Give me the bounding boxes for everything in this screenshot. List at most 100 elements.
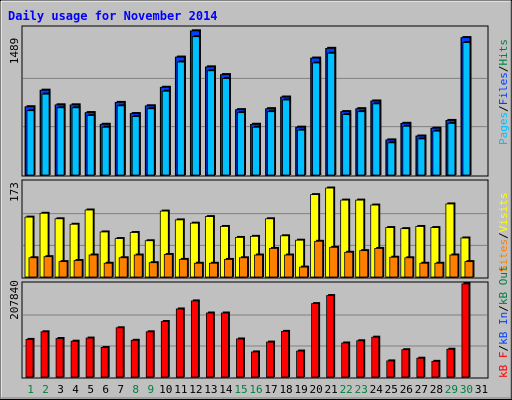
- x-label-day-1: 1: [27, 383, 34, 396]
- bar-pages-day-29: [447, 122, 456, 176]
- bar-sites-day-1: [28, 257, 38, 278]
- bar-kbf-day-6: [100, 347, 109, 378]
- legend-bot-sep-2: /: [497, 305, 510, 312]
- bar-kbf-day-29: [446, 348, 455, 378]
- bot-ymax-label: 207840: [8, 280, 21, 320]
- bar-pages-day-26: [402, 125, 411, 176]
- bar-pages-day-10: [161, 90, 170, 176]
- bar-kbf-day-4: [70, 340, 79, 378]
- bar-pages-day-25: [387, 142, 396, 176]
- bar-kbf-day-24: [371, 336, 380, 378]
- legend-pages: Pages: [497, 112, 510, 145]
- bar-kbf-day-23: [356, 340, 365, 378]
- bar-kbf-day-12: [190, 300, 199, 378]
- bar-sites-day-14: [224, 259, 233, 278]
- bar-pages-day-24: [372, 103, 381, 176]
- bar-sites-day-23: [359, 250, 369, 278]
- bar-kbf-day-17: [266, 341, 274, 378]
- legend-sep-2: /: [497, 66, 510, 73]
- bot-bars: [25, 282, 471, 378]
- bar-pages-day-7: [116, 105, 125, 176]
- x-label-day-2: 2: [42, 383, 49, 396]
- x-label-day-19: 19: [294, 383, 307, 396]
- bar-kbf-day-21: [326, 295, 335, 378]
- bar-pages-day-22: [342, 114, 351, 176]
- x-label-day-14: 14: [219, 383, 233, 396]
- bar-kbf-day-25: [386, 360, 395, 378]
- x-label-day-8: 8: [132, 383, 139, 396]
- legend-top: Pages/Files/Hits: [497, 39, 510, 145]
- bar-sites-day-16: [254, 254, 263, 278]
- bar-pages-day-6: [101, 126, 110, 176]
- bar-sites-day-18: [284, 254, 293, 278]
- x-label-day-9: 9: [147, 383, 154, 396]
- x-label-day-22: 22: [340, 383, 353, 396]
- x-label-day-16: 16: [249, 383, 262, 396]
- bar-pages-day-21: [327, 52, 336, 176]
- x-label-day-25: 25: [385, 383, 398, 396]
- top-bars: [24, 29, 472, 176]
- bar-sites-day-7: [118, 257, 128, 278]
- x-label-day-28: 28: [430, 383, 443, 396]
- bar-sites-day-25: [389, 256, 399, 278]
- bar-sites-day-27: [419, 262, 429, 278]
- bar-sites-day-26: [404, 257, 414, 278]
- bar-kbf-day-3: [55, 338, 64, 378]
- bar-kbf-day-8: [130, 339, 139, 378]
- bar-kbf-day-9: [145, 331, 154, 378]
- bar-kbf-day-10: [160, 321, 169, 378]
- bar-sites-day-11: [178, 259, 188, 278]
- bar-sites-day-4: [73, 260, 83, 278]
- x-label-day-13: 13: [204, 383, 217, 396]
- bar-kbf-day-7: [115, 327, 124, 378]
- bar-pages-day-19: [297, 129, 305, 176]
- x-label-day-30: 30: [460, 383, 473, 396]
- bar-pages-day-14: [222, 78, 230, 176]
- x-label-day-15: 15: [234, 383, 247, 396]
- bar-sites-day-6: [103, 262, 113, 278]
- legend-sep-1: /: [497, 105, 510, 112]
- bar-pages-day-15: [237, 112, 245, 176]
- bar-pages-day-4: [71, 107, 80, 176]
- legend-visits: Visits: [497, 193, 510, 233]
- legend-mid-sep: /: [497, 232, 510, 239]
- bar-pages-day-30: [462, 42, 471, 176]
- legend-bot-sep-1: /: [497, 345, 510, 352]
- x-label-day-24: 24: [370, 383, 384, 396]
- bar-kbf-day-26: [401, 349, 410, 378]
- bar-kbf-day-18: [281, 330, 289, 378]
- bar-sites-day-19: [299, 266, 308, 278]
- bar-pages-day-20: [312, 62, 321, 176]
- legend-kb-f: kB F: [497, 352, 510, 379]
- bar-pages-day-28: [432, 130, 441, 176]
- bar-pages-day-16: [252, 126, 260, 176]
- bar-kbf-day-30: [461, 283, 470, 378]
- bar-kbf-day-2: [40, 331, 49, 378]
- bar-kbf-day-28: [431, 360, 440, 378]
- bar-sites-day-15: [239, 257, 248, 278]
- x-label-day-21: 21: [325, 383, 338, 396]
- x-label-day-26: 26: [400, 383, 413, 396]
- bar-sites-day-5: [88, 254, 98, 278]
- x-label-day-23: 23: [355, 383, 368, 396]
- panel-top: 1489 Pages/Files/Hits: [8, 25, 510, 177]
- legend-kb-out: kB Out: [497, 265, 510, 305]
- bar-kbf-day-19: [296, 350, 304, 378]
- panel-bot: 207840 kB F/kB In/kB Out: [8, 265, 510, 379]
- bar-kbf-day-16: [251, 351, 259, 378]
- bar-pages-day-2: [41, 93, 50, 176]
- x-label-day-11: 11: [174, 383, 187, 396]
- x-label-day-17: 17: [264, 383, 277, 396]
- bar-sites-day-12: [193, 262, 203, 278]
- bar-pages-day-8: [131, 116, 140, 176]
- x-label-day-12: 12: [189, 383, 202, 396]
- x-label-day-5: 5: [87, 383, 94, 396]
- bar-pages-day-18: [282, 99, 290, 176]
- bar-sites-day-8: [133, 254, 143, 278]
- x-label-day-6: 6: [102, 383, 109, 396]
- x-label-day-29: 29: [445, 383, 458, 396]
- x-label-day-10: 10: [159, 383, 172, 396]
- bar-sites-day-30: [464, 261, 474, 278]
- bar-sites-day-9: [148, 262, 158, 278]
